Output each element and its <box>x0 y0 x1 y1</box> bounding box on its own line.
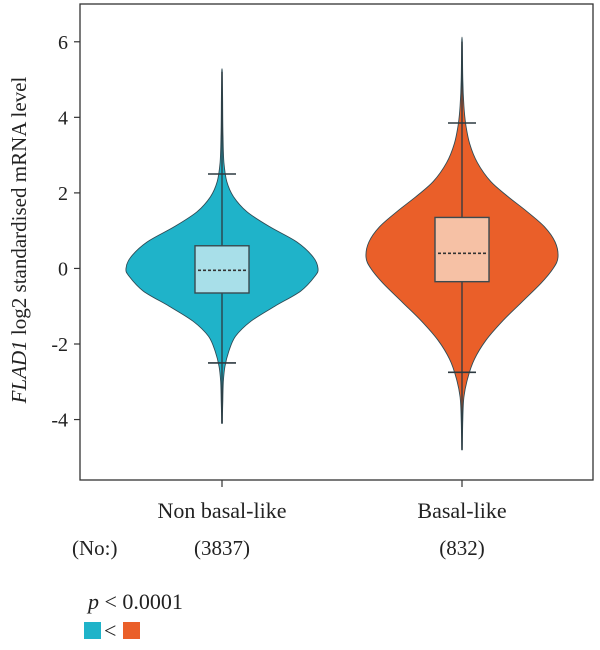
x-tick-label: Basal-like <box>417 498 506 523</box>
p-symbol: p <box>86 589 99 614</box>
y-axis-label: FLAD1 log2 standardised mRNA level <box>7 77 31 405</box>
y-tick-label: 0 <box>58 258 68 280</box>
y-tick-label: 2 <box>58 183 68 205</box>
y-tick-label: 6 <box>58 32 68 54</box>
x-tick-label: Non basal-like <box>158 498 287 523</box>
violin-group <box>125 68 319 424</box>
y-tick-label: -4 <box>51 410 68 432</box>
p-value-annotation: p < 0.0001 <box>86 589 183 614</box>
y-axis-label-rest: log2 standardised mRNA level <box>7 77 31 341</box>
y-tick-label: 4 <box>58 107 68 129</box>
n-prefix-label: (No:) <box>72 536 118 560</box>
x-axis-ticks: Non basal-like Basal-like <box>158 480 507 523</box>
comparison-symbol: < <box>104 618 116 643</box>
comparison-swatch-basal <box>123 622 140 639</box>
p-value-text: < 0.0001 <box>99 589 183 614</box>
y-axis-label-gene: FLAD1 <box>7 340 31 404</box>
violin-group <box>365 36 559 451</box>
comparison-swatch-non-basal <box>84 622 101 639</box>
y-axis-ticks: -4 -2 0 2 4 6 <box>51 32 80 432</box>
plot-frame <box>79 3 594 481</box>
box-iqr <box>434 216 490 283</box>
box-iqr <box>194 245 250 294</box>
y-tick-label: -2 <box>51 334 68 356</box>
violins <box>125 36 559 451</box>
n-count-non-basal: (3837) <box>194 536 250 560</box>
n-count-basal: (832) <box>439 536 485 560</box>
